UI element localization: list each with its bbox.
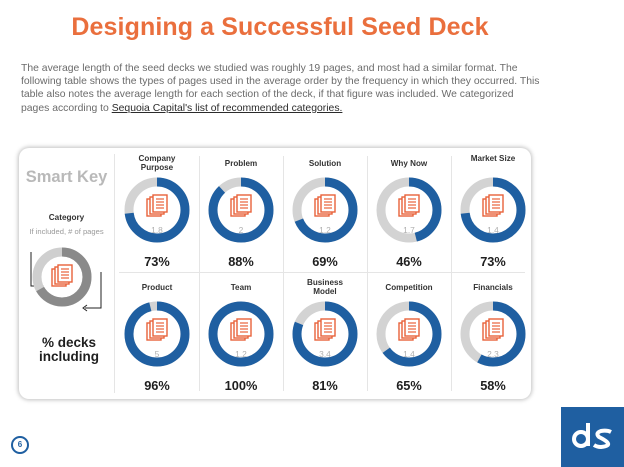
category-pages: 1.2	[319, 225, 331, 235]
category-label: Team	[230, 283, 252, 292]
donut-value-arc	[292, 177, 358, 243]
category-pages: 2.3	[487, 349, 499, 359]
document-stack-icon	[482, 194, 504, 217]
donut-value-arc	[124, 177, 190, 243]
sequoia-link[interactable]: Sequoia Capital's list of recommended ca…	[111, 102, 343, 114]
ds-logo-icon	[572, 423, 612, 450]
key-pct-label: % decks including	[39, 335, 99, 364]
seed-deck-table: Smart Key Category If included, # of pag…	[19, 148, 531, 399]
category-cell: Problem 2 88%	[199, 150, 283, 274]
document-stack-icon	[482, 318, 504, 341]
category-label: Problem	[224, 159, 258, 168]
donut-value-arc	[208, 177, 274, 243]
category-pages: 3.4	[319, 349, 331, 359]
category-label: Market Size	[470, 154, 516, 163]
category-percent: 73%	[144, 254, 170, 269]
key-donut-icon	[32, 247, 92, 307]
donut-value-arc	[124, 301, 190, 367]
category-cell: Market Size 1.4 73%	[451, 150, 535, 274]
category-cell: Company Purpose 1.8 73%	[115, 150, 199, 274]
smart-key-title: Smart Key	[25, 168, 108, 186]
logo-block	[561, 407, 624, 467]
row-divider	[119, 272, 525, 273]
key-divider	[114, 154, 115, 393]
smart-key: Smart Key Category If included, # of pag…	[19, 148, 114, 399]
category-percent: 73%	[480, 254, 506, 269]
document-stack-icon	[230, 318, 252, 341]
page-title: Designing a Successful Seed Deck	[71, 13, 489, 41]
category-cell: Team 1.2 100%	[199, 274, 283, 398]
category-label: Solution	[308, 159, 342, 168]
key-category-label: Category	[48, 213, 85, 222]
category-percent: 96%	[144, 378, 170, 393]
document-stack-icon	[230, 194, 252, 217]
document-stack-icon	[314, 318, 336, 341]
donut-value-arc	[460, 301, 526, 367]
key-if-included-label: If included, # of pages	[29, 227, 104, 236]
donut-value-arc	[208, 301, 274, 367]
category-pages: 5	[154, 349, 160, 359]
category-donut	[460, 301, 526, 367]
category-donut	[376, 177, 442, 243]
category-label: Why Now	[390, 159, 428, 168]
category-donut	[292, 177, 358, 243]
category-pages: 2	[238, 225, 244, 235]
column-divider	[283, 156, 284, 391]
document-stack-icon	[314, 194, 336, 217]
category-pages: 1.4	[403, 349, 415, 359]
donut-value-arc	[376, 301, 442, 367]
intro-paragraph: The average length of the seed decks we …	[21, 62, 541, 115]
category-cell: Financials 2.3 58%	[451, 274, 535, 398]
page-number: 6	[11, 436, 29, 454]
intro-text: The average length of the seed decks we …	[21, 63, 540, 114]
category-percent: 88%	[228, 254, 254, 269]
column-divider	[451, 156, 452, 391]
document-stack-icon	[398, 318, 420, 341]
category-label: Business Model	[307, 278, 343, 296]
category-percent: 81%	[312, 378, 338, 393]
document-stack-icon	[398, 194, 420, 217]
category-label: Product	[141, 283, 173, 292]
category-cell: Business Model 3.4 81%	[283, 274, 367, 398]
category-donut	[208, 301, 274, 367]
column-divider	[199, 156, 200, 391]
donut-value-arc	[292, 301, 358, 367]
category-cell: Solution 1.2 69%	[283, 150, 367, 274]
category-percent: 69%	[312, 254, 338, 269]
column-divider	[367, 156, 368, 391]
category-cell: Why Now 1.7 46%	[367, 150, 451, 274]
category-percent: 58%	[480, 378, 506, 393]
category-donut	[460, 177, 526, 243]
donut-value-arc	[460, 177, 526, 243]
category-cell: Competition 1.4 65%	[367, 274, 451, 398]
category-label: Company Purpose	[138, 154, 176, 172]
document-stack-icon	[146, 318, 168, 341]
category-label: Competition	[385, 283, 433, 292]
category-donut	[376, 301, 442, 367]
category-donut	[124, 177, 190, 243]
donut-value-arc	[376, 177, 442, 243]
category-cell: Product 5 96%	[115, 274, 199, 398]
category-pages: 1.8	[151, 225, 163, 235]
category-percent: 46%	[396, 254, 422, 269]
category-donut	[292, 301, 358, 367]
category-percent: 100%	[224, 378, 258, 393]
category-donut	[208, 177, 274, 243]
category-pages: 1.2	[235, 349, 247, 359]
category-pages: 1.4	[487, 225, 499, 235]
category-pages: 1.7	[403, 225, 415, 235]
category-label: Financials	[473, 283, 513, 292]
right-margin	[547, 0, 624, 467]
document-stack-icon	[146, 194, 168, 217]
category-percent: 65%	[396, 378, 422, 393]
category-donut	[124, 301, 190, 367]
